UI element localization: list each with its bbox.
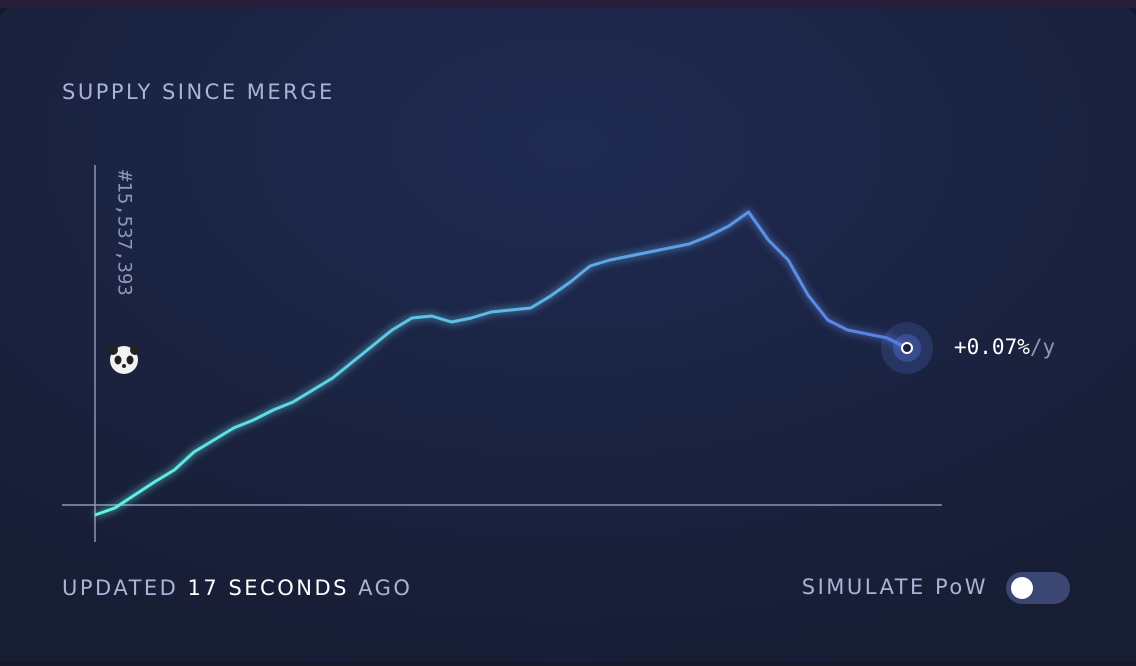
updated-prefix: UPDATED bbox=[62, 576, 178, 600]
updated-count: 17 bbox=[188, 576, 220, 600]
updated: UPDATED 17 SECONDS AGO bbox=[62, 576, 412, 600]
card-title: SUPPLY SINCE MERGE bbox=[62, 80, 335, 104]
rate-value: +0.07% bbox=[954, 335, 1030, 359]
rate-unit: /y bbox=[1030, 335, 1055, 359]
rate: +0.07%/y bbox=[954, 335, 1055, 359]
updated-suffix: AGO bbox=[358, 576, 412, 600]
supply-line bbox=[94, 210, 908, 517]
updated-unit: SECONDS bbox=[228, 576, 349, 600]
end-point bbox=[901, 342, 913, 354]
block-label: #15,537,393 bbox=[114, 170, 136, 296]
toggle-knob[interactable] bbox=[1011, 577, 1033, 599]
toggle[interactable] bbox=[1006, 572, 1070, 604]
top-strip bbox=[0, 0, 1136, 8]
toggle-label: SIMULATE PoW bbox=[802, 575, 988, 599]
card bbox=[0, 8, 1136, 666]
panda-icon bbox=[108, 345, 140, 374]
